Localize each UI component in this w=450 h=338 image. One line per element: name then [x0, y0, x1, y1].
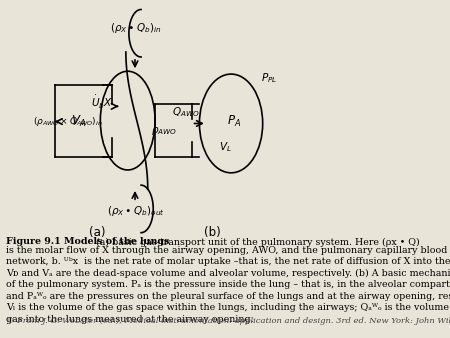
Text: $\rho_{AWO}$: $\rho_{AWO}$	[151, 125, 177, 137]
Text: © From J. G. Webster (ed.), Medical instrumentation: application and design. 3rd: © From J. G. Webster (ed.), Medical inst…	[6, 317, 450, 325]
Text: (b): (b)	[204, 226, 221, 239]
Text: Figure 9.1 Models of the lungs: Figure 9.1 Models of the lungs	[6, 237, 170, 246]
Text: (a) basic gas-transport unit of the pulmonary system. Here (ρx • Q): (a) basic gas-transport unit of the pulm…	[93, 237, 420, 246]
Text: $(\rho_X \bullet Q_b)_{out}$: $(\rho_X \bullet Q_b)_{out}$	[107, 204, 165, 218]
Text: $V_A$: $V_A$	[72, 114, 86, 129]
Text: $\dot{U}_b X$: $\dot{U}_b X$	[90, 94, 112, 111]
Text: $(\rho_X \bullet Q_b)_{in}$: $(\rho_X \bullet Q_b)_{in}$	[110, 21, 162, 35]
Text: $(\rho_{AWO} \times Q_{AWO})_{in}$: $(\rho_{AWO} \times Q_{AWO})_{in}$	[33, 115, 103, 128]
Text: $P_A$: $P_A$	[227, 114, 241, 129]
Text: is the molar flow of X through the airway opening, AWO, and the pulmonary capill: is the molar flow of X through the airwa…	[6, 246, 450, 324]
Text: $P_{PL}$: $P_{PL}$	[261, 71, 278, 85]
Text: $Q_{AWO}$: $Q_{AWO}$	[171, 105, 199, 119]
Text: (a): (a)	[89, 226, 106, 239]
Text: $V_L$: $V_L$	[219, 140, 231, 154]
